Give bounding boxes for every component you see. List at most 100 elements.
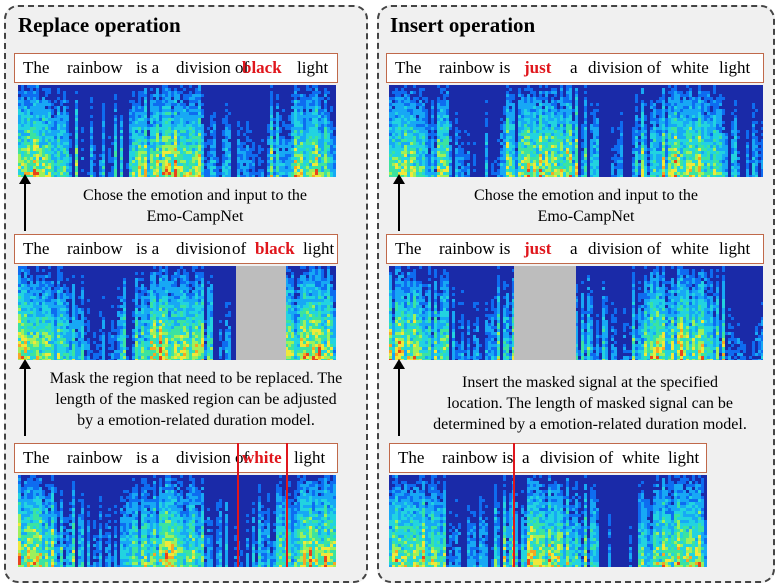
- spectrogram-cell: [48, 157, 51, 160]
- spectrogram-cell: [147, 172, 150, 175]
- spectrogram-cell: [51, 139, 54, 142]
- spectrogram-cell: [180, 118, 183, 121]
- spectrogram-cell: [42, 514, 45, 517]
- spectrogram-cell: [153, 287, 156, 290]
- spectrogram-cell: [153, 284, 156, 287]
- spectrogram-cell: [117, 287, 120, 290]
- spectrogram-cell: [72, 287, 75, 290]
- spectrogram-cell: [120, 142, 123, 145]
- spectrogram-cell: [291, 175, 294, 177]
- spectrogram-cell: [42, 299, 45, 302]
- spectrogram-cell: [75, 121, 78, 124]
- spectrogram-cell: [297, 172, 300, 175]
- spectrogram-cell: [66, 341, 69, 344]
- spectrogram-cell: [27, 311, 30, 314]
- spectrogram-cell: [159, 284, 162, 287]
- spectrogram-cell: [276, 163, 279, 166]
- spectrogram-cell: [36, 565, 39, 567]
- spectrogram-cell: [144, 305, 147, 308]
- spectrogram-cell: [54, 535, 57, 538]
- spectrogram-cell: [141, 136, 144, 139]
- spectrogram-cell: [300, 329, 303, 332]
- spectrogram-cell: [315, 163, 318, 166]
- spectrogram-cell: [150, 94, 153, 97]
- spectrogram-cell: [114, 142, 117, 145]
- spectrogram-cell: [18, 532, 21, 535]
- spectrogram-cell: [33, 166, 36, 169]
- spectrogram-cell: [318, 290, 321, 293]
- spectrogram-cell: [42, 154, 45, 157]
- spectrogram-cell: [63, 163, 66, 166]
- spectrogram-cell: [51, 547, 54, 550]
- spectrogram-cell: [207, 338, 210, 341]
- spectrogram-cell: [60, 172, 63, 175]
- spectrogram-cell: [18, 326, 21, 329]
- spectrogram-cell: [72, 284, 75, 287]
- spectrogram-cell: [162, 169, 165, 172]
- spectrogram-cell: [18, 344, 21, 347]
- spectrogram-cell: [90, 130, 93, 133]
- spectrogram-cell: [54, 338, 57, 341]
- spectrogram-cell: [36, 559, 39, 562]
- spectrogram-cell: [222, 344, 225, 347]
- spectrogram-cell: [66, 305, 69, 308]
- spectrogram-cell: [192, 136, 195, 139]
- spectrogram-cell: [66, 172, 69, 175]
- spectrogram-cell: [36, 88, 39, 91]
- spectrogram-cell: [321, 112, 324, 115]
- spectrogram-cell: [27, 499, 30, 502]
- spectrogram-cell: [255, 172, 258, 175]
- spectrogram-cell: [333, 308, 336, 311]
- spectrogram-cell: [108, 547, 111, 550]
- spectrogram-cell: [24, 487, 27, 490]
- spectrogram-cell: [276, 94, 279, 97]
- spectrogram-cell: [318, 332, 321, 335]
- spectrogram-cell: [135, 305, 138, 308]
- spectrogram-cell: [177, 323, 180, 326]
- spectrogram-cell: [42, 133, 45, 136]
- spectrogram-cell: [216, 166, 219, 169]
- spectrogram-cell: [39, 523, 42, 526]
- spectrogram-cell: [315, 169, 318, 172]
- spectrogram-cell: [51, 160, 54, 163]
- spectrogram-cell: [306, 347, 309, 350]
- spectrogram-cell: [237, 154, 240, 157]
- spectrogram-cell: [315, 359, 318, 360]
- spectrogram-cell: [306, 127, 309, 130]
- spectrogram-cell: [297, 157, 300, 160]
- spectrogram-cell: [162, 326, 165, 329]
- spectrogram-cell: [45, 496, 48, 499]
- spectrogram-cell: [18, 311, 21, 314]
- spectrogram-cell: [198, 85, 201, 88]
- spectrogram-cell: [177, 139, 180, 142]
- spectrogram-cell: [237, 133, 240, 136]
- spectrogram-cell: [135, 118, 138, 121]
- spectrogram-cell: [42, 269, 45, 272]
- spectrogram-cell: [57, 272, 60, 275]
- spectrogram-cell: [153, 290, 156, 293]
- spectrogram-cell: [78, 538, 81, 541]
- spectrogram-cell: [288, 118, 291, 121]
- spectrogram-cell: [21, 335, 24, 338]
- spectrogram-cell: [150, 88, 153, 91]
- spectrogram-cell: [237, 166, 240, 169]
- spectrogram-cell: [18, 332, 21, 335]
- spectrogram-cell: [327, 332, 330, 335]
- spectrogram-cell: [228, 133, 231, 136]
- spectrogram-cell: [51, 323, 54, 326]
- spectrogram-cell: [192, 320, 195, 323]
- spectrogram-cell: [261, 175, 264, 177]
- spectrogram-cell: [183, 305, 186, 308]
- spectrogram-cell: [210, 341, 213, 344]
- spectrogram-cell: [141, 317, 144, 320]
- spectrogram-cell: [81, 326, 84, 329]
- spectrogram-cell: [159, 109, 162, 112]
- spectrogram-cell: [75, 145, 78, 148]
- spectrogram-cell: [294, 347, 297, 350]
- spectrogram-cell: [33, 154, 36, 157]
- spectrogram-cell: [162, 278, 165, 281]
- spectrogram-cell: [168, 157, 171, 160]
- spectrogram-cell: [183, 350, 186, 353]
- spectrogram-cell: [39, 287, 42, 290]
- spectrogram-cell: [309, 284, 312, 287]
